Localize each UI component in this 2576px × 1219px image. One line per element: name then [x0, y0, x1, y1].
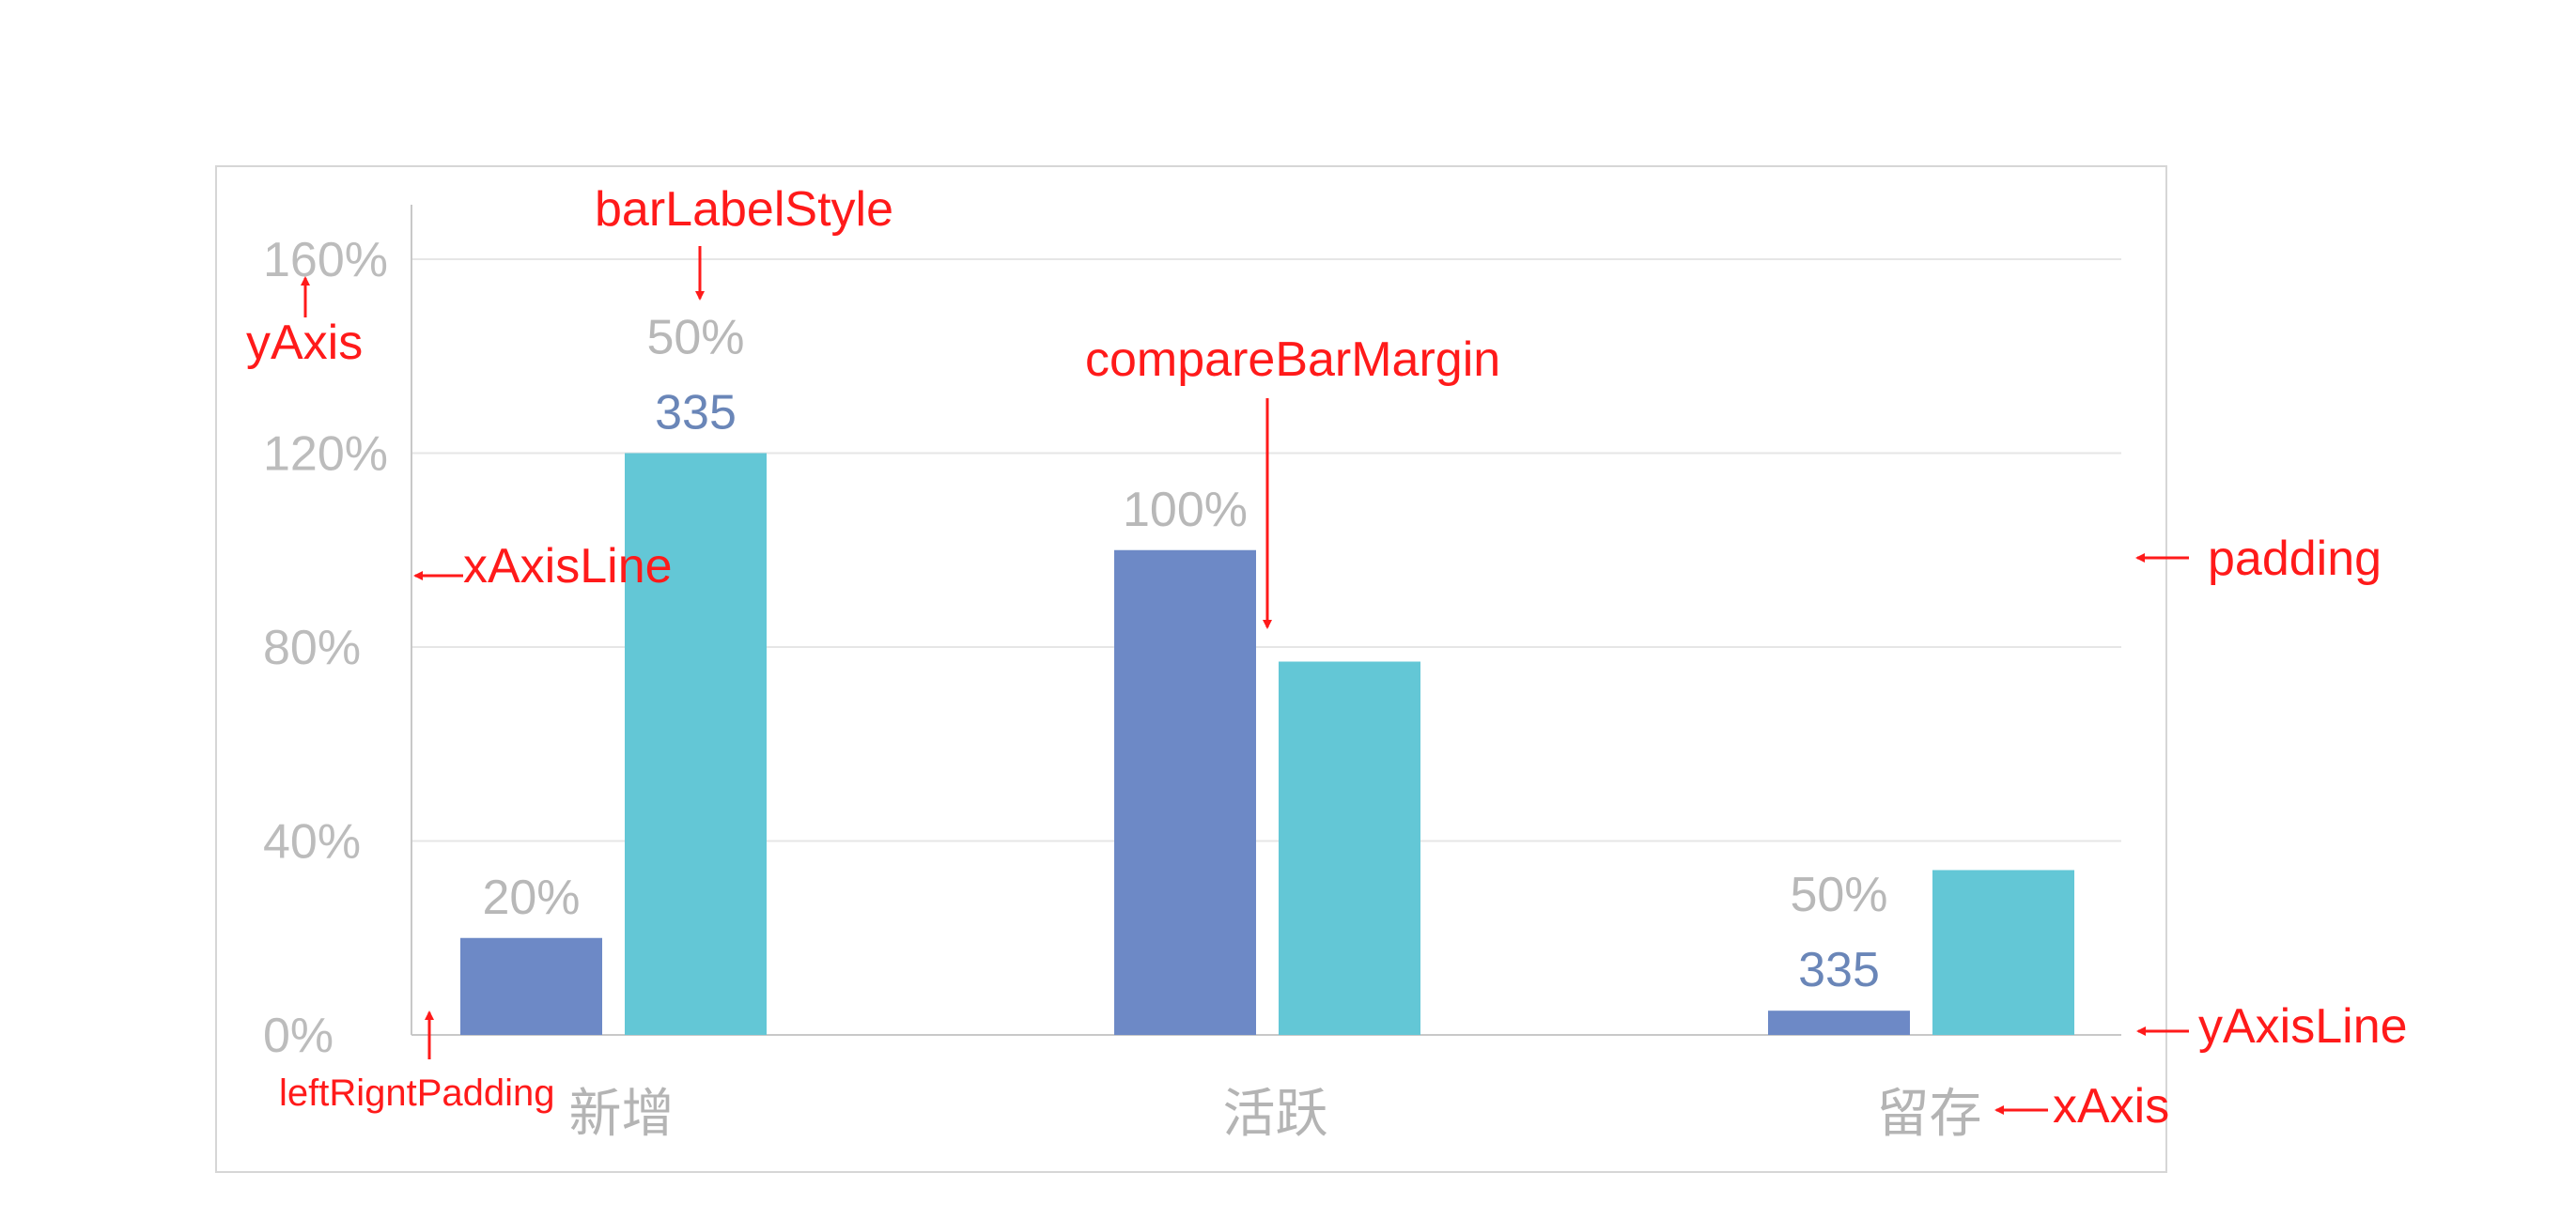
- annotation-x-axis: xAxis: [2053, 1079, 2169, 1134]
- y-axis-ticks: 0% 40% 80% 120% 160%: [263, 233, 388, 1063]
- bar: [1279, 661, 1420, 1035]
- bar-percent-label: 100%: [1123, 483, 1248, 537]
- bar: [1932, 870, 2074, 1035]
- x-category-label: 活跃: [1223, 1084, 1328, 1145]
- bar-value-label: 335: [1798, 943, 1880, 997]
- annotation-padding: padding: [2208, 532, 2382, 586]
- chart-frame: [215, 165, 2167, 1173]
- bar-value-label: 335: [655, 386, 737, 440]
- x-axis-categories: 新增 活跃 留存: [569, 1084, 1982, 1145]
- annotation-x-axis-line: xAxisLine: [463, 539, 673, 594]
- bar: [460, 937, 602, 1035]
- bar: [1114, 549, 1256, 1035]
- x-category-label: 新增: [569, 1084, 675, 1145]
- annotation-bar-label-style: barLabelStyle: [595, 182, 893, 237]
- bar-percent-label: 50%: [646, 311, 744, 365]
- y-tick-label: 160%: [263, 233, 388, 287]
- annotation-y-axis: yAxis: [246, 316, 363, 370]
- bar-percent-label: 20%: [482, 871, 580, 925]
- x-category-label: 留存: [1877, 1084, 1982, 1145]
- annotation-left-right-padding: leftRigntPadding: [279, 1072, 555, 1114]
- bar: [625, 453, 767, 1035]
- annotation-compare-bar-margin: compareBarMargin: [1085, 332, 1500, 387]
- bar-labels: 20% 335 50% 100% 335 50%: [482, 311, 1887, 998]
- bar-percent-label: 50%: [1790, 868, 1887, 922]
- annotation-y-axis-line: yAxisLine: [2198, 999, 2408, 1054]
- y-tick-label: 80%: [263, 621, 361, 675]
- y-tick-label: 40%: [263, 815, 361, 870]
- bars: [460, 453, 2074, 1035]
- bar: [1768, 1011, 1910, 1035]
- y-tick-label: 120%: [263, 427, 388, 482]
- y-tick-label: 0%: [263, 1009, 334, 1063]
